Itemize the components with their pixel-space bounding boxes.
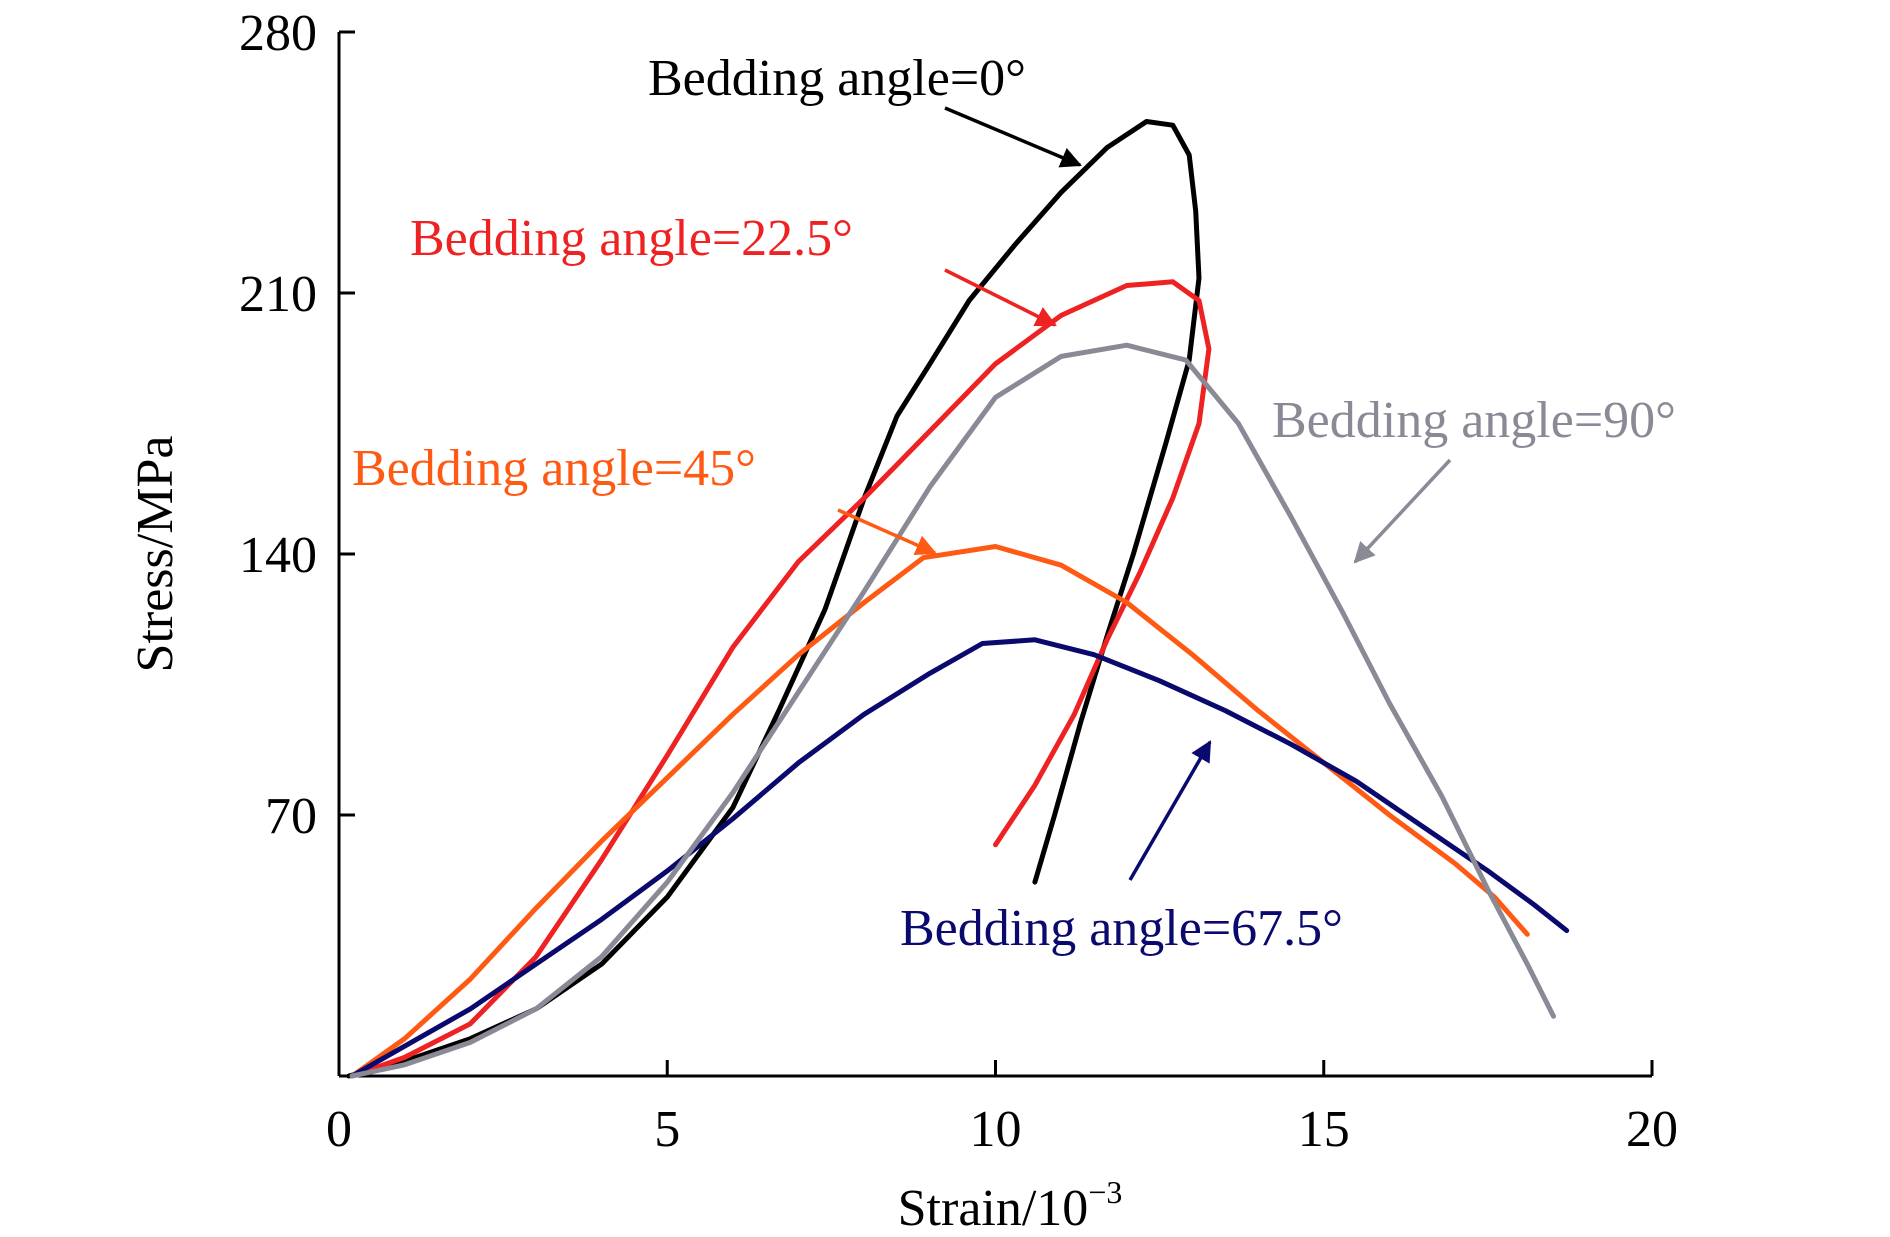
- x-tick-label: 10: [970, 1101, 1022, 1158]
- x-tick-label: 20: [1626, 1101, 1678, 1158]
- x-tick-label: 5: [654, 1101, 680, 1158]
- series-line-2: [349, 544, 1530, 1079]
- x-tick-label: 15: [1298, 1101, 1350, 1158]
- y-tick-label: 280: [239, 5, 317, 62]
- y-axis-title: Stress/MPa: [127, 436, 184, 673]
- annotation-label-2: Bedding angle=45°: [352, 440, 756, 497]
- annotation-label-3: Bedding angle=67.5°: [900, 900, 1343, 957]
- series-line-3: [349, 637, 1570, 1079]
- annotation-label-1: Bedding angle=22.5°: [410, 210, 853, 267]
- y-tick-label: 210: [239, 266, 317, 323]
- x-axis-title-exponent: −3: [1088, 1174, 1122, 1210]
- annotation-arrow-0: [944, 106, 1082, 168]
- y-tick-label: 70: [265, 788, 317, 845]
- y-tick-label: 140: [239, 527, 317, 584]
- x-tick-label: 0: [326, 1101, 352, 1158]
- series-line-0: [346, 119, 1202, 1079]
- annotation-label-0: Bedding angle=0°: [648, 50, 1026, 107]
- annotation-arrow-3: [1128, 740, 1212, 881]
- annotation-arrow-1: [944, 268, 1057, 327]
- series-line-1: [349, 279, 1212, 1079]
- annotation-label-4: Bedding angle=90°: [1272, 392, 1676, 449]
- x-axis-title: Strain/10−3: [898, 1174, 1123, 1237]
- series-line-4: [349, 342, 1556, 1079]
- annotation-arrow-2: [837, 508, 937, 555]
- axes: 0 5 10 15 20 70 140 210 280: [239, 5, 1678, 1158]
- annotation-layer: Bedding angle=0° Bedding angle=22.5° Beddi…: [352, 50, 1676, 957]
- annotation-arrow-4: [1353, 458, 1452, 564]
- series-layer: [346, 119, 1570, 1079]
